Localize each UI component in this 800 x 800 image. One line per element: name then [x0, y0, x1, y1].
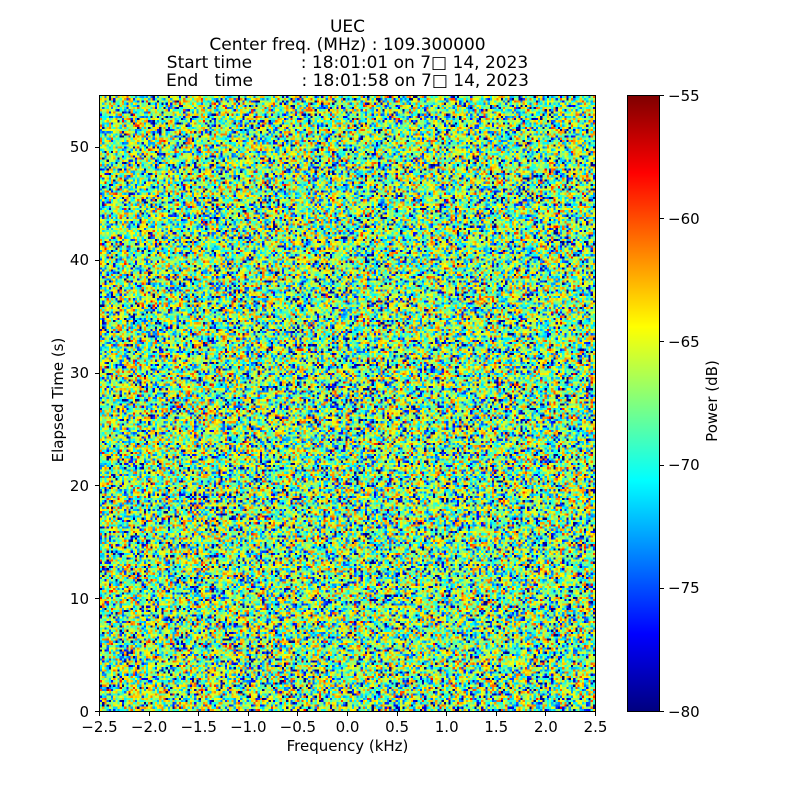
- x-tick-mark: [297, 711, 299, 716]
- x-tick-mark: [396, 711, 398, 716]
- x-tick-label: 1.5: [484, 718, 509, 736]
- x-tick-mark: [495, 711, 497, 716]
- x-tick-label: −1.0: [230, 718, 267, 736]
- x-tick-label: −0.5: [279, 718, 317, 736]
- y-axis-label: Elapsed Time (s): [49, 337, 67, 463]
- colorbar-tick-mark: [659, 711, 664, 712]
- colorbar-tick-mark: [659, 341, 664, 343]
- chart-title-block: UEC Center freq. (MHz) : 109.300000 Star…: [99, 18, 596, 90]
- spectrogram-image: [100, 96, 595, 711]
- colorbar: [627, 95, 660, 712]
- colorbar-tick-mark: [659, 218, 664, 220]
- x-tick-mark: [99, 711, 100, 716]
- x-tick-label: 2.5: [583, 718, 608, 736]
- y-tick-mark: [95, 259, 99, 261]
- x-tick-mark: [247, 711, 249, 716]
- y-tick-label: 40: [69, 251, 89, 270]
- y-tick-label: 30: [69, 364, 89, 383]
- colorbar-tick-label: −70: [668, 456, 700, 475]
- x-tick-label: 0.5: [385, 718, 410, 736]
- end-time-line: End time : 18:01:58 on 7□ 14, 2023: [165, 71, 529, 91]
- colorbar-tick-label: −75: [668, 579, 700, 598]
- y-tick-mark: [95, 146, 99, 148]
- colorbar-tick-mark: [659, 464, 664, 466]
- x-tick-label: 0.0: [335, 718, 360, 736]
- x-tick-mark: [595, 711, 596, 716]
- y-tick-label: 0: [79, 702, 89, 721]
- start-time-line: Start time : 18:01:01 on 7□ 14, 2023: [166, 53, 529, 73]
- x-tick-label: 2.0: [533, 718, 558, 736]
- y-tick-label: 20: [69, 476, 89, 495]
- y-tick-mark: [95, 485, 99, 487]
- plot-title: UEC: [329, 17, 366, 37]
- colorbar-label: Power (dB): [703, 360, 721, 442]
- x-tick-mark: [446, 711, 448, 716]
- y-tick-mark: [95, 372, 99, 374]
- x-tick-mark: [545, 711, 547, 716]
- x-tick-mark: [347, 711, 348, 716]
- x-tick-label: −2.0: [130, 718, 168, 736]
- y-tick-label: 50: [69, 138, 89, 157]
- x-axis-label: Frequency (kHz): [286, 737, 409, 755]
- colorbar-tick-label: −60: [668, 209, 700, 228]
- y-tick-mark: [95, 711, 99, 712]
- x-tick-label: −1.5: [180, 718, 217, 736]
- x-tick-label: −2.5: [81, 718, 118, 736]
- plot-area: [99, 95, 596, 712]
- colorbar-tick-label: −55: [668, 86, 700, 105]
- colorbar-tick-mark: [659, 587, 664, 589]
- x-tick-mark: [198, 711, 200, 716]
- y-tick-mark: [95, 598, 99, 600]
- colorbar-tick-label: −65: [668, 332, 700, 351]
- x-tick-mark: [148, 711, 150, 716]
- colorbar-tick-label: −80: [668, 702, 700, 721]
- y-tick-label: 10: [69, 589, 89, 608]
- colorbar-tick-mark: [659, 95, 664, 96]
- x-tick-label: 1.0: [434, 718, 459, 736]
- center-frequency-line: Center freq. (MHz) : 109.300000: [209, 35, 486, 55]
